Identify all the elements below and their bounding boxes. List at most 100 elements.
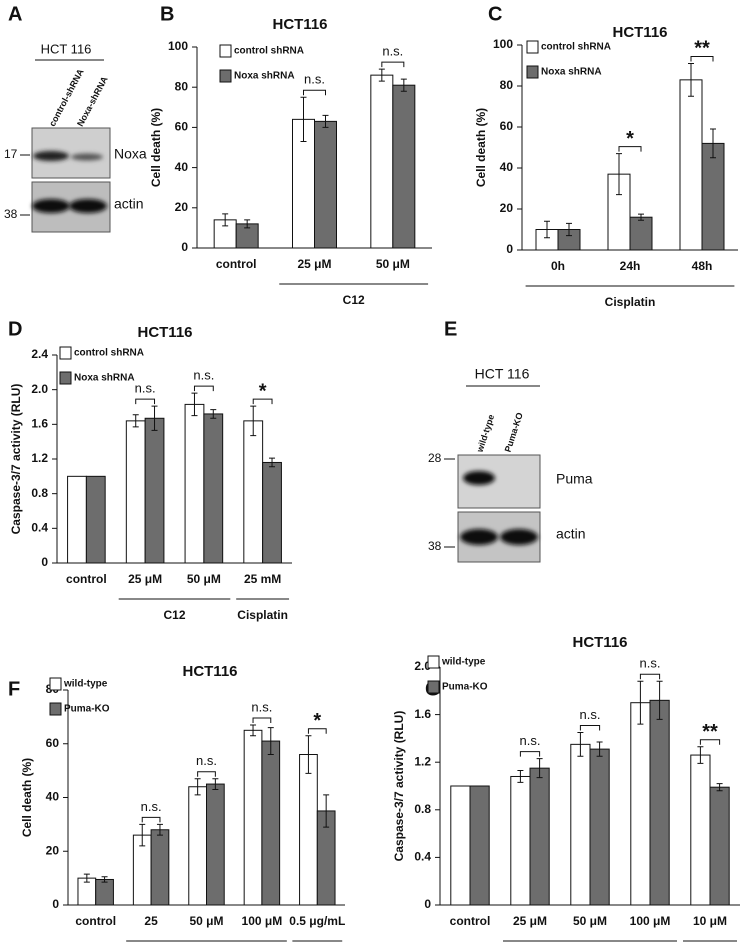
y-tick-label: 1.2 [31, 451, 48, 465]
bar [701, 142, 725, 251]
error-bar [139, 823, 146, 847]
protein-label: Noxa [114, 146, 147, 162]
y-axis-label: Caspase-3/7 activity (RLU) [392, 711, 406, 862]
y-tick-label: 60 [46, 736, 60, 750]
error-bar [132, 414, 139, 428]
x-tick-label: 100 μM [630, 914, 671, 928]
band [69, 199, 107, 213]
y-tick-label: 0 [506, 242, 513, 256]
y-tick-label: 0.4 [31, 521, 48, 535]
error-bar [210, 409, 217, 419]
error-bar [300, 96, 307, 142]
error-bar [322, 114, 329, 128]
panel-letter: F [8, 678, 20, 700]
y-tick-label: 60 [500, 119, 514, 133]
y-tick-label: 100 [168, 39, 188, 53]
legend-swatch [49, 677, 62, 691]
significance-label: ** [702, 721, 718, 743]
y-tick-label: 0.8 [31, 486, 48, 500]
y-tick-label: 0 [181, 240, 188, 254]
marker-label: 17 [4, 147, 18, 161]
legend-swatch [526, 40, 539, 54]
y-tick-label: 60 [175, 120, 189, 134]
significance-bracket [639, 673, 661, 680]
bar [203, 413, 224, 564]
x-tick-label: control [450, 914, 491, 928]
y-tick-label: 2.4 [31, 347, 48, 361]
y-axis-label: Caspase-3/7 activity (RLU) [9, 384, 23, 535]
legend-label: Puma-KO [442, 682, 488, 693]
bar [392, 84, 416, 249]
band [71, 153, 103, 161]
significance-label: * [259, 380, 267, 402]
y-axis-label: Cell death (%) [20, 758, 34, 837]
y-tick-label: 1.6 [31, 417, 48, 431]
bar [469, 785, 490, 906]
lane-label: Noxa-shRNA [75, 74, 110, 128]
bar [630, 702, 651, 906]
error-bar [323, 794, 330, 828]
y-tick-label: 40 [175, 160, 189, 174]
bar [184, 403, 205, 564]
panel-letter: C [488, 3, 502, 25]
panel-letter: A [8, 3, 22, 25]
x-tick-label: control [75, 914, 116, 928]
legend-swatch [427, 680, 440, 694]
y-tick-label: 1.6 [414, 707, 431, 721]
group-label: Cisplatin [605, 295, 656, 309]
error-bar [566, 222, 572, 237]
blot-panel-a: A HCT 116 control-shRNA Noxa-shRNA 17 38… [4, 3, 147, 233]
band [500, 529, 538, 545]
bar [314, 120, 337, 249]
y-tick-label: 100 [493, 37, 513, 51]
y-tick-label: 2.0 [31, 382, 48, 396]
error-bar [577, 731, 584, 757]
band [463, 471, 495, 485]
error-bar [637, 680, 644, 725]
bar [629, 216, 653, 251]
bar [510, 775, 531, 906]
legend-label: Noxa shRNA [74, 373, 135, 384]
x-tick-label: 0.5 μg/mL [289, 914, 345, 928]
y-tick-label: 0 [41, 555, 48, 569]
error-bar [596, 741, 603, 757]
lane-label: wild-type [474, 413, 496, 454]
y-tick-label: 80 [175, 79, 189, 93]
error-bar [156, 823, 163, 836]
x-tick-label: control [66, 572, 107, 586]
group-label: C12 [163, 608, 185, 622]
error-bar [710, 128, 716, 159]
significance-label: n.s. [382, 44, 403, 59]
error-bar [616, 153, 622, 196]
significance-bracket [252, 717, 272, 723]
group-label: Cisplatin [237, 608, 288, 622]
y-tick-label: 80 [500, 78, 514, 92]
error-bar [191, 392, 198, 417]
bar [299, 754, 318, 906]
error-bar [194, 778, 201, 796]
significance-bracket [252, 398, 273, 405]
bar [261, 740, 281, 906]
y-tick-label: 0.8 [414, 802, 431, 816]
error-bar [267, 727, 274, 755]
panel-letter: E [444, 318, 457, 340]
bar [188, 786, 208, 906]
y-tick-label: 20 [46, 843, 60, 857]
y-tick-label: 0 [52, 897, 59, 911]
chart-title: HCT116 [572, 634, 627, 651]
y-axis-label: Cell death (%) [474, 108, 488, 187]
cell-line: HCT 116 [41, 41, 92, 56]
error-bar [305, 735, 312, 774]
x-tick-label: 50 μM [187, 572, 221, 586]
significance-bracket [579, 724, 601, 731]
error-bar [269, 457, 276, 468]
protein-label: Puma [556, 471, 593, 487]
x-tick-label: control [216, 257, 257, 271]
significance-label: n.s. [196, 753, 217, 768]
significance-label: * [626, 128, 634, 150]
legend-label: control shRNA [74, 348, 144, 359]
significance-label: n.s. [251, 699, 272, 714]
error-bar [517, 770, 524, 783]
error-bar [536, 758, 543, 779]
